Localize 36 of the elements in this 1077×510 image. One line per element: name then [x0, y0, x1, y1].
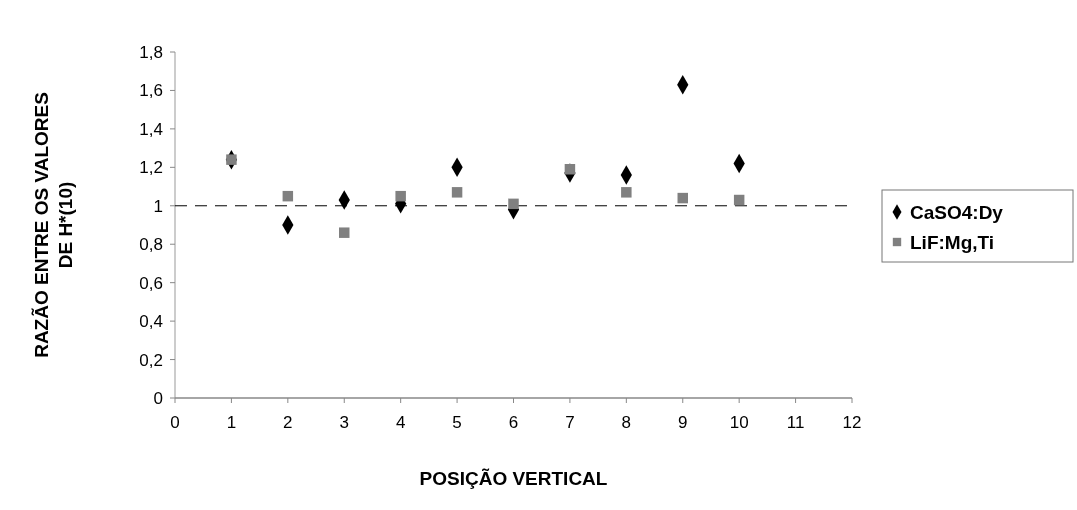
y-tick-label: 0 [153, 388, 163, 408]
x-tick-label: 5 [452, 413, 462, 432]
x-tick-label: 6 [508, 413, 519, 432]
y-tick-label: 1,2 [139, 158, 163, 178]
point [508, 198, 519, 210]
x-tick-label: 2 [283, 413, 293, 432]
y-tick-label: 1,4 [139, 119, 163, 139]
y-tick-label: 1,6 [139, 81, 163, 101]
y-tick-label: 1,8 [139, 42, 163, 62]
x-tick-label: 7 [565, 413, 575, 432]
x-tick-label: 11 [786, 413, 805, 432]
x-tick-label: 8 [621, 413, 632, 432]
x-axis-title: POSIÇÃO VERTICAL [419, 468, 608, 489]
point [677, 192, 688, 204]
point [621, 187, 632, 198]
x-tick-label: 9 [678, 413, 688, 432]
y-tick-label: 0,6 [139, 273, 163, 293]
x-tick-label: 4 [395, 413, 406, 432]
point [282, 190, 294, 202]
y-tick-label: 1 [153, 196, 163, 216]
point [733, 194, 745, 206]
x-tick-label: 1 [226, 413, 237, 432]
x-tick-label: 10 [729, 413, 749, 432]
legend-label: LiF:Mg,Ti [910, 231, 995, 253]
y-tick-label: 0,8 [139, 235, 163, 255]
point [339, 227, 350, 238]
y-tick-label: 0,4 [139, 312, 163, 332]
x-tick-label: 0 [170, 413, 180, 432]
y-axis-title: RAZÃO ENTRE OS VALORES DE H*(10) [31, 92, 76, 358]
legend-label: CaSO4:Dy [910, 201, 1004, 223]
x-tick-label: 3 [339, 413, 349, 432]
point [451, 187, 463, 198]
point [395, 190, 406, 202]
x-tick-label: 12 [842, 413, 862, 432]
y-tick-label: 0,2 [139, 350, 163, 370]
point [564, 164, 576, 175]
